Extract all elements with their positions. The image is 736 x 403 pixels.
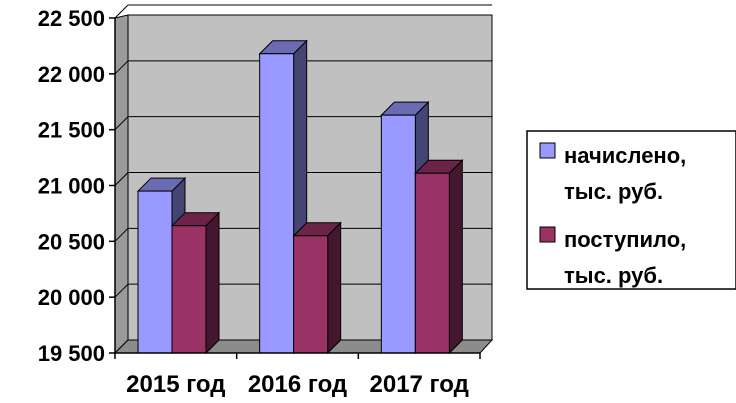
bars — [136, 39, 464, 355]
bar-front — [259, 53, 295, 354]
bar-side — [327, 221, 342, 355]
legend-label-nachisleno-line2: тыс. руб. — [564, 179, 663, 204]
bar-front — [171, 225, 207, 354]
legend-label-nachisleno-line1: начислено, — [564, 143, 686, 168]
y-tick-label: 21 000 — [38, 174, 105, 199]
gridline-diagonal — [114, 60, 129, 75]
y-tick-label: 19 500 — [38, 341, 105, 366]
bar-front — [414, 172, 450, 354]
legend-label-postupilo-line1: поступило, — [564, 227, 686, 252]
bar-front — [293, 235, 329, 354]
x-category-label: 2016 год — [248, 371, 347, 398]
y-tick-label: 20 000 — [38, 285, 105, 310]
bar-side — [205, 211, 220, 355]
x-category-label: 2015 год — [126, 371, 225, 398]
y-tick-label: 20 500 — [38, 229, 105, 254]
y-tick-label: 21 500 — [38, 118, 105, 143]
legend-label-postupilo-line2: тыс. руб. — [564, 263, 663, 288]
gridline-diagonal — [114, 4, 129, 19]
y-axis: 19 500 20 000 20 500 21 000 21 500 22 000 22 5… — [38, 6, 115, 366]
bar-front — [137, 190, 173, 354]
legend-swatch-postupilo — [539, 226, 556, 243]
gridline-diagonal — [114, 227, 129, 242]
legend-box — [526, 130, 736, 290]
bar-side — [448, 159, 463, 355]
x-axis: 2015 год 2016 год 2017 год — [114, 353, 481, 398]
bar-front — [380, 114, 416, 354]
y-tick-label: 22 500 — [38, 6, 105, 31]
bar-postupilo-1 — [170, 211, 221, 355]
gridline-diagonal — [114, 116, 129, 131]
y-tick-label: 22 000 — [38, 62, 105, 87]
gridline-diagonal — [114, 283, 129, 298]
gridline-diagonal — [114, 172, 129, 186]
bar-postupilo-2 — [292, 221, 342, 355]
bar-postupilo-3 — [414, 159, 464, 355]
x-category-label: 2017 год — [370, 371, 469, 398]
legend-swatch-nachisleno — [539, 142, 556, 159]
legend: начислено, тыс. руб. поступило, тыс. руб… — [526, 130, 736, 290]
